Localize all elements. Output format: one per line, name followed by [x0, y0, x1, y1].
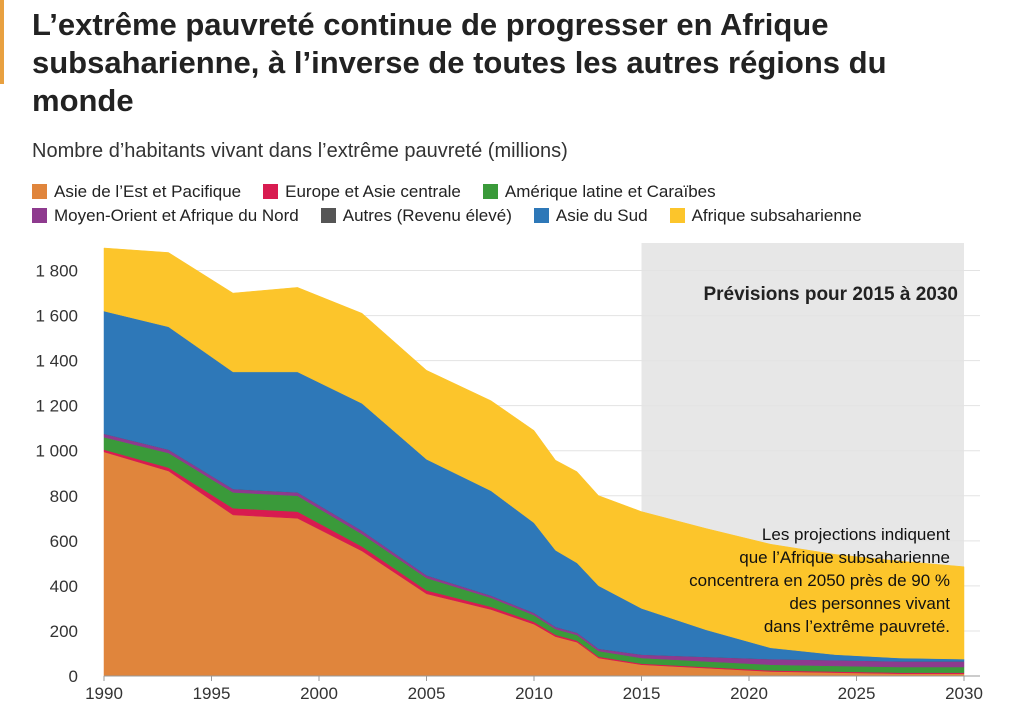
- y-tick-label: 1 400: [35, 352, 78, 371]
- legend-item: Asie de l’Est et Pacifique: [32, 182, 241, 201]
- legend-label: Asie de l’Est et Pacifique: [54, 181, 242, 201]
- legend-label: Amérique latine et Caraïbes: [504, 181, 716, 201]
- legend-swatch: [482, 184, 498, 199]
- legend-label: Afrique subsaharienne: [691, 205, 862, 225]
- legend-item: Autres (Revenu élevé): [320, 205, 512, 225]
- x-tick-label: 2005: [408, 684, 446, 703]
- x-tick-label: 2025: [838, 684, 876, 703]
- y-tick-label: 600: [50, 532, 78, 551]
- y-tick-label: 0: [69, 667, 78, 686]
- area-series: [103, 247, 965, 660]
- y-tick-label: 200: [50, 622, 78, 641]
- annotation-line: Les projections indiquent: [761, 525, 950, 544]
- x-tick-label: 1990: [85, 684, 123, 703]
- x-tick-label: 2000: [300, 684, 338, 703]
- chart-title: L’extrême pauvreté continue de progresse…: [32, 7, 887, 118]
- legend-label: Asie du Sud: [555, 205, 648, 225]
- legend-swatch: [320, 208, 336, 223]
- legend-item: Afrique subsaharienne: [669, 205, 862, 225]
- legend-swatch: [669, 208, 685, 223]
- y-tick-label: 1 200: [35, 397, 78, 416]
- legend-label: Autres (Revenu élevé): [342, 205, 512, 225]
- chart-annotation: Les projections indiquent que l’Afrique …: [650, 523, 950, 638]
- legend-swatch: [32, 208, 47, 223]
- legend-item: Asie du Sud: [533, 205, 648, 225]
- legend-item: Europe et Asie centrale: [263, 182, 461, 201]
- legend-label: Moyen-Orient et Afrique du Nord: [54, 205, 299, 225]
- annotation-line: concentrera en 2050 près de 90 %: [689, 571, 950, 590]
- y-tick-label: 1 800: [35, 262, 78, 281]
- x-tick-label: 1995: [193, 684, 231, 703]
- x-tick-label: 2030: [945, 684, 983, 703]
- y-tick-label: 400: [50, 577, 78, 596]
- legend-item: Amérique latine et Caraïbes: [482, 181, 716, 201]
- legend-item: Moyen-Orient et Afrique du Nord: [32, 206, 299, 225]
- y-tick-label: 1 000: [35, 442, 78, 461]
- legend: Asie de l’Est et Pacifique Europe et Asie…: [32, 182, 992, 225]
- annotation-line: dans l’extrême pauvreté.: [763, 617, 950, 636]
- forecast-band-label: Prévisions pour 2015 à 2030: [703, 284, 958, 305]
- annotation-line: des personnes vivant: [789, 594, 950, 613]
- y-tick-label: 1 600: [35, 307, 78, 326]
- annotation-line: que l’Afrique subsaharienne: [739, 548, 950, 567]
- legend-swatch: [263, 184, 279, 199]
- legend-label: Europe et Asie centrale: [285, 181, 461, 201]
- accent-bar: [0, 0, 4, 84]
- x-tick-label: 2020: [730, 684, 768, 703]
- y-tick-label: 800: [50, 487, 78, 506]
- x-tick-label: 2015: [623, 684, 661, 703]
- legend-swatch: [32, 184, 47, 199]
- legend-swatch: [533, 208, 549, 223]
- chart-subtitle: Nombre d’habitants vivant dans l’extrême…: [32, 140, 568, 162]
- x-tick-label: 2010: [515, 684, 553, 703]
